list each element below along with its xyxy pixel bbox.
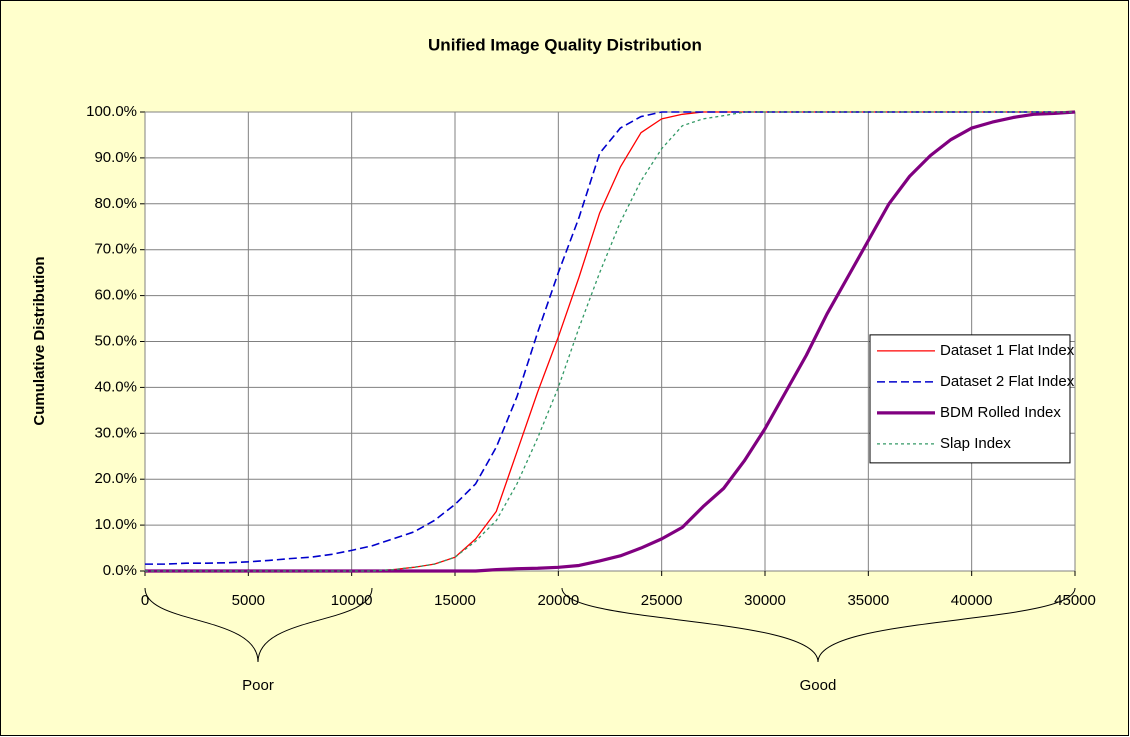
y-tick-label: 0.0% <box>103 562 137 579</box>
legend-label: BDM Rolled Index <box>940 404 1061 421</box>
y-tick-label: 30.0% <box>94 424 137 441</box>
x-tick-label: 10000 <box>331 592 373 609</box>
x-tick-label: 30000 <box>744 592 786 609</box>
series-line <box>145 111 1075 565</box>
legend-label: Dataset 2 Flat Index <box>940 373 1075 390</box>
x-tick-label: 35000 <box>847 592 889 609</box>
x-tick-label: 15000 <box>434 592 476 609</box>
y-axis-label: Cumulative Distribution <box>31 256 48 425</box>
x-tick-label: 40000 <box>951 592 993 609</box>
x-tick-label: 0 <box>141 592 149 609</box>
y-tick-label: 40.0% <box>94 378 137 395</box>
chart-title: Unified Image Quality Distribution <box>428 35 702 54</box>
grid <box>140 111 1076 576</box>
legend-label: Dataset 1 Flat Index <box>940 342 1075 359</box>
series-line <box>145 111 1075 572</box>
x-tick-label: 25000 <box>641 592 683 609</box>
x-tick-label: 20000 <box>537 592 579 609</box>
y-tick-label: 80.0% <box>94 195 137 212</box>
y-tick-label: 20.0% <box>94 470 137 487</box>
y-tick-label: 10.0% <box>94 516 137 533</box>
lines <box>145 110 1076 573</box>
x-tick-label: 5000 <box>232 592 265 609</box>
series-line <box>145 110 1076 573</box>
y-tick-label: 50.0% <box>94 332 137 349</box>
legend-label: Slap Index <box>940 435 1011 452</box>
legend-box <box>869 334 1071 464</box>
legend: Dataset 1 Flat Index Dataset 2 Flat Index… <box>869 334 1075 464</box>
brace <box>144 587 373 663</box>
x-tick-label: 45000 <box>1054 592 1096 609</box>
y-tick-label: 70.0% <box>94 241 137 258</box>
y-tick-label: 100.0% <box>86 103 137 120</box>
y-tick-label: 90.0% <box>94 149 137 166</box>
y-tick-label: 60.0% <box>94 287 137 304</box>
brace <box>561 587 1076 663</box>
annotation: Good <box>800 677 837 694</box>
annotation: Poor <box>242 677 274 694</box>
